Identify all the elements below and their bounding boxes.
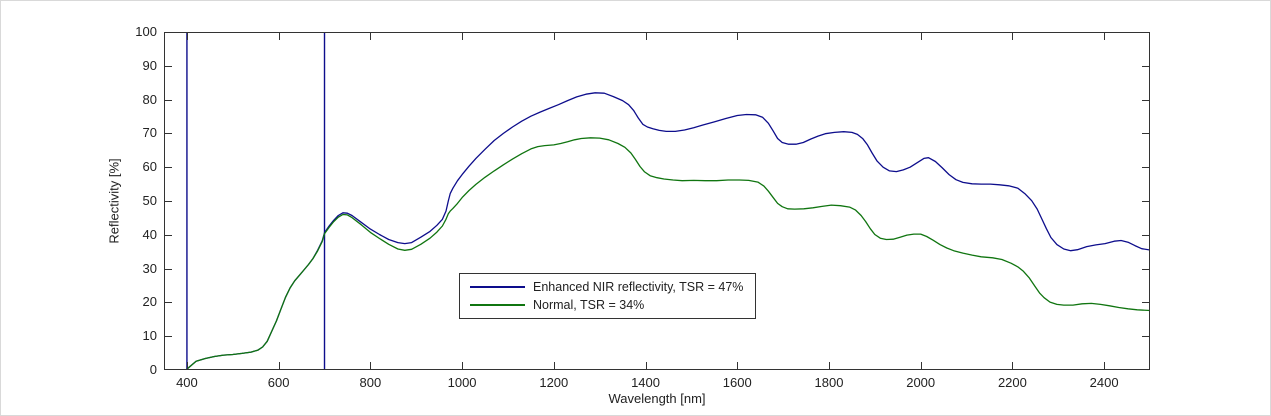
y-tick-label-10: 10 — [142, 328, 157, 344]
y-tick-label-90: 90 — [142, 57, 157, 73]
legend-label: Normal, TSR = 34% — [533, 298, 645, 312]
legend-line-swatch-green — [470, 304, 525, 306]
legend-label: Enhanced NIR reflectivity, TSR = 47% — [533, 280, 744, 294]
y-tick-label-70: 70 — [142, 125, 157, 141]
y-tick-label-80: 80 — [142, 91, 157, 107]
x-axis-label: Wavelength [nm] — [608, 391, 706, 406]
legend-entry-enhanced-nir: Enhanced NIR reflectivity, TSR = 47% — [470, 280, 745, 294]
x-tick-label-1600: 1600 — [722, 375, 752, 390]
y-tick-label-20: 20 — [142, 294, 157, 310]
x-tick-label-2000: 2000 — [906, 375, 936, 390]
axes-frame — [164, 32, 1150, 370]
x-tick-label-1400: 1400 — [631, 375, 660, 390]
legend-entry-normal: Normal, TSR = 34% — [470, 298, 745, 312]
y-tick-label-60: 60 — [142, 159, 157, 175]
legend: Enhanced NIR reflectivity, TSR = 47% Nor… — [459, 273, 756, 319]
x-tick-label-800: 800 — [359, 375, 382, 390]
y-tick-label-50: 50 — [142, 193, 157, 208]
series-line-1 — [186, 137, 1150, 370]
y-tick-label-40: 40 — [142, 226, 157, 242]
x-tick-label-1200: 1200 — [539, 375, 569, 390]
x-tick-label-2400: 2400 — [1089, 375, 1119, 390]
chart-svg — [164, 32, 1150, 370]
y-tick-label-100: 100 — [135, 24, 157, 39]
x-tick-label-1000: 1000 — [447, 375, 477, 390]
x-tick-label-2200: 2200 — [997, 375, 1027, 390]
x-tick-label-400: 400 — [176, 375, 198, 390]
legend-line-swatch-blue — [470, 286, 525, 288]
y-tick-label-30: 30 — [142, 260, 157, 276]
x-tick-label-600: 600 — [267, 375, 290, 390]
x-tick-label-1800: 1800 — [814, 375, 844, 390]
y-tick-label-0: 0 — [149, 362, 157, 377]
plot-area — [164, 32, 1150, 370]
series-line-0 — [186, 92, 1150, 370]
